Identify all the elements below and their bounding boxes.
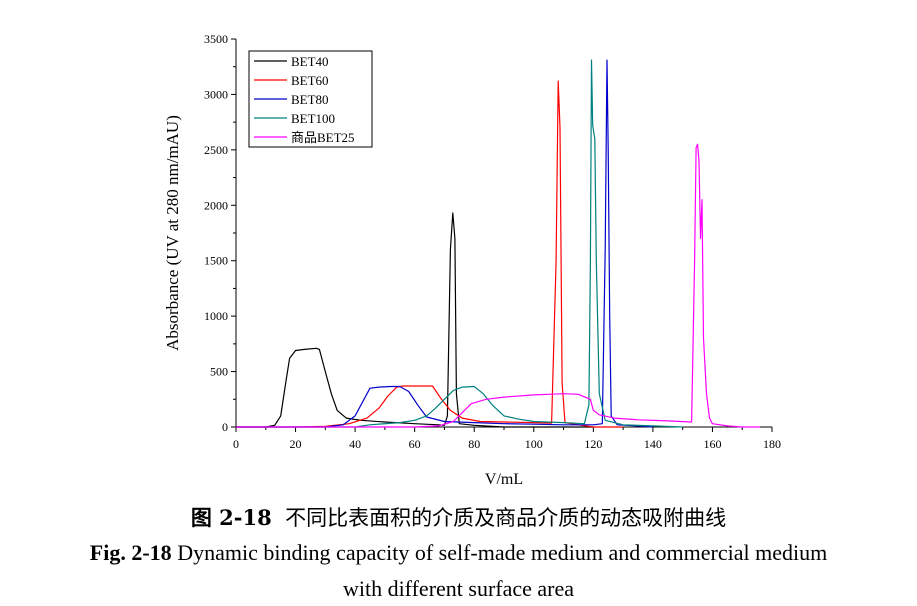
y-tick-label: 500 — [210, 365, 228, 379]
legend-label: BET80 — [291, 92, 329, 107]
y-ticks: 0 500 1000 1500 2000 2500 3000 3500 — [204, 32, 236, 434]
legend-label: BET100 — [291, 111, 335, 126]
x-tick-label: 60 — [409, 437, 421, 451]
series-line-3 — [236, 59, 653, 428]
y-tick-label: 1000 — [204, 309, 228, 323]
x-tick-label: 100 — [525, 437, 543, 451]
legend-label: BET60 — [291, 73, 329, 88]
y-tick-label: 2000 — [204, 198, 228, 212]
x-tick-label: 180 — [763, 437, 781, 451]
caption-english-line1: Fig. 2-18 Dynamic binding capacity of se… — [0, 540, 917, 566]
x-tick-label: 20 — [290, 437, 302, 451]
x-ticks: 0 20 40 60 80 100 120 140 160 180 — [233, 427, 781, 451]
series-group — [236, 59, 761, 428]
y-tick-label: 0 — [222, 420, 228, 434]
caption-english-line2: with different surface area — [342, 576, 575, 601]
caption-english-text: Dynamic binding capacity of self-made me… — [177, 540, 828, 565]
series-line-5 — [236, 143, 761, 428]
y-tick-label: 1500 — [204, 254, 228, 268]
x-tick-label: 0 — [233, 437, 239, 451]
chart: 0 500 1000 1500 2000 2500 3000 3500 0 20 40 60 80 10… — [163, 32, 781, 488]
series-line-2 — [236, 80, 624, 428]
y-tick-label: 3500 — [204, 32, 228, 46]
legend-box — [248, 50, 373, 148]
x-axis-label: V/mL — [485, 471, 523, 488]
y-tick-label: 2500 — [204, 143, 228, 157]
x-tick-label: 40 — [349, 437, 361, 451]
caption-chinese-label: 图 2-18 — [190, 505, 272, 530]
y-axis-label: Absorbance (UV at 280 nm/mAU) — [163, 115, 182, 351]
x-tick-label: 140 — [644, 437, 662, 451]
legend: BET40 BET60 BET80 BET100 商品BET25 — [254, 54, 355, 145]
x-tick-label: 120 — [584, 437, 602, 451]
legend-label: BET40 — [291, 54, 329, 69]
y-tick-label: 3000 — [204, 87, 228, 101]
caption-chinese: 图 2-18 不同比表面积的介质及商品介质的动态吸附曲线 — [0, 502, 917, 532]
legend-label: 商品BET25 — [291, 130, 355, 145]
x-tick-label: 80 — [468, 437, 480, 451]
caption-english-label: Fig. 2-18 — [89, 540, 172, 565]
series-line-4 — [236, 59, 683, 428]
caption-chinese-text: 不同比表面积的介质及商品介质的动态吸附曲线 — [285, 506, 727, 530]
x-tick-label: 160 — [703, 437, 721, 451]
